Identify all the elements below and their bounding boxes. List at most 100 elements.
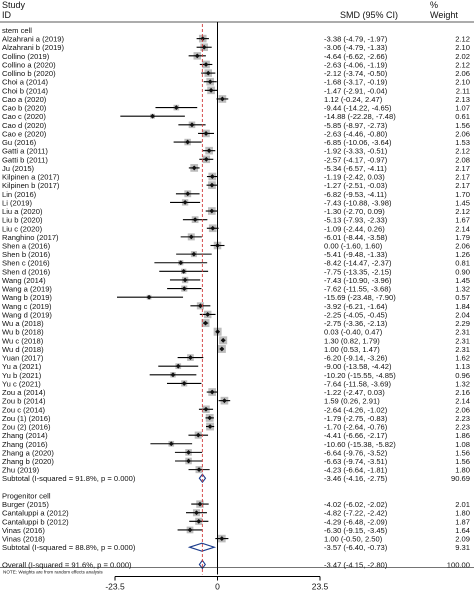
weight-label: 1.32 bbox=[455, 285, 470, 294]
study-label: Zou c (2014) bbox=[2, 405, 46, 414]
effect-estimate-label: -3.47 (-4.15, -2.80) bbox=[324, 560, 388, 569]
weight-label: 1.87 bbox=[455, 517, 470, 526]
weight-label: 2.29 bbox=[455, 319, 470, 328]
header-id: ID bbox=[2, 10, 12, 20]
study-label: Wang (2014) bbox=[2, 276, 46, 285]
study-label: Liu c (2020) bbox=[2, 224, 43, 233]
weight-label: 2.12 bbox=[455, 207, 470, 216]
weight-label: 2.11 bbox=[456, 86, 470, 95]
point-estimate bbox=[182, 277, 188, 283]
effect-estimate-label: -1.19 (-2.42, 0.03) bbox=[324, 173, 385, 182]
weight-label: 2.31 bbox=[455, 336, 470, 345]
effect-estimate-label: -2.57 (-4.17, -0.97) bbox=[324, 155, 388, 164]
weight-label: 2.04 bbox=[455, 310, 470, 319]
study-label: Gu (2016) bbox=[2, 138, 37, 147]
effect-estimate-label: -3.46 (-4.16, -2.75) bbox=[324, 474, 388, 483]
effect-estimate-label: 1.12 (-0.24, 2.47) bbox=[324, 95, 383, 104]
point-estimate bbox=[208, 87, 214, 93]
study-label: Collino b (2020) bbox=[2, 69, 56, 78]
effect-estimate-label: -6.20 (-9.14, -3.26) bbox=[324, 354, 388, 363]
study-label: Ju (2015) bbox=[2, 164, 35, 173]
study-label: Yu b (2021) bbox=[2, 371, 42, 380]
effect-estimate-label: -2.64 (-4.26, -1.02) bbox=[324, 405, 388, 414]
effect-estimate-label: -4.41 (-6.66, -2.17) bbox=[324, 431, 388, 440]
subtotal-diamond bbox=[198, 473, 207, 484]
study-label: Choi b (2014) bbox=[2, 86, 48, 95]
study-label: Cao e (2020) bbox=[2, 129, 47, 138]
weight-label: 1.86 bbox=[455, 431, 470, 440]
point-estimate bbox=[194, 510, 199, 516]
weight-label: 1.45 bbox=[455, 198, 470, 207]
effect-estimate-label: -4.82 (-7.22, -2.42) bbox=[324, 509, 388, 518]
point-estimate bbox=[170, 372, 176, 378]
weight-label: 1.07 bbox=[455, 104, 470, 113]
subtotal-diamond bbox=[187, 542, 217, 552]
point-estimate bbox=[196, 467, 202, 473]
overall-diamond bbox=[198, 559, 206, 570]
point-estimate bbox=[207, 79, 213, 85]
study-label: Liu a (2020) bbox=[2, 207, 43, 216]
weight-label: 2.12 bbox=[455, 147, 470, 156]
effect-estimate-label: -6.30 (-9.15, -3.45) bbox=[324, 526, 388, 535]
weight-label: 9.31 bbox=[455, 543, 470, 552]
study-label: Collino a (2020) bbox=[2, 60, 56, 69]
effect-estimate-label: -4.64 (-6.62, -2.66) bbox=[324, 52, 388, 61]
weight-label: 1.79 bbox=[455, 233, 470, 242]
weight-label: 2.31 bbox=[455, 328, 470, 337]
effect-estimate-label: -2.12 (-3.74, -0.50) bbox=[324, 69, 388, 78]
study-label: Wang c (2019) bbox=[2, 302, 52, 311]
weight-label: 100.00 bbox=[447, 560, 470, 569]
effect-estimate-label: -1.70 (-2.64, -0.76) bbox=[324, 423, 388, 432]
effect-estimate-label: -5.85 (-8.97, -2.73) bbox=[324, 121, 388, 130]
weight-label: 1.32 bbox=[455, 379, 470, 388]
effect-estimate-label: -9.00 (-13.58, -4.42) bbox=[324, 362, 392, 371]
x-axis: NOTE: Weights are from random effects an… bbox=[0, 22, 474, 591]
effect-estimate-label: -8.42 (-14.47, -2.37) bbox=[324, 259, 392, 268]
weight-label: 2.31 bbox=[455, 345, 470, 354]
effect-estimate-label: -9.44 (-14.22, -4.65) bbox=[324, 104, 392, 113]
effect-estimate-label: 1.30 (0.82, 1.79) bbox=[324, 336, 380, 345]
study-label: Ranghino (2017) bbox=[2, 233, 59, 242]
point-estimate bbox=[188, 234, 194, 240]
effect-estimate-label: -7.64 (-11.58, -3.69) bbox=[324, 379, 391, 388]
weight-label: 2.17 bbox=[455, 181, 470, 190]
weight-label: 2.16 bbox=[455, 388, 470, 397]
point-estimate bbox=[203, 62, 209, 67]
weights-note: NOTE: Weights are from random effects an… bbox=[3, 569, 103, 574]
study-label: Zou (2) (2016) bbox=[2, 423, 51, 432]
study-label: Yu c (2021) bbox=[2, 379, 41, 388]
effect-estimate-label: -6.01 (-8.44, -3.58) bbox=[324, 233, 388, 242]
study-label: Shen d (2016) bbox=[2, 267, 51, 276]
weight-label: 2.02 bbox=[455, 52, 470, 61]
study-label: Cantaluppi b (2012) bbox=[2, 517, 69, 526]
effect-estimate-label: -1.68 (-3.17, -0.19) bbox=[324, 78, 388, 87]
weight-label: 1.45 bbox=[455, 276, 470, 285]
weight-label: 90.69 bbox=[451, 474, 470, 483]
effect-estimate-label: -1.79 (-2.75, -0.83) bbox=[324, 414, 388, 423]
study-label: Vinas (2018) bbox=[2, 535, 45, 544]
weight-label: 1.64 bbox=[455, 526, 470, 535]
study-label: Wang b (2019) bbox=[2, 293, 52, 302]
effect-estimate-label: 0.00 (-1.60, 1.60) bbox=[324, 242, 383, 251]
study-label: Zhu (2019) bbox=[2, 466, 40, 475]
study-label: Zhang (2014) bbox=[2, 431, 48, 440]
effect-estimate-label: -7.75 (-13.35, -2.15) bbox=[324, 267, 392, 276]
header-percent: % bbox=[430, 0, 438, 10]
effect-estimate-label: -5.41 (-9.48, -1.33) bbox=[324, 250, 388, 259]
weight-label: 2.10 bbox=[455, 43, 470, 52]
study-label: Cao b (2020) bbox=[2, 104, 47, 113]
study-label: Shen c (2016) bbox=[2, 259, 50, 268]
weight-label: 2.08 bbox=[455, 155, 470, 164]
subgroup-label: Progenitor cell bbox=[2, 491, 51, 500]
study-label: Wu b (2018) bbox=[2, 328, 44, 337]
study-label: Gatti a (2011) bbox=[2, 147, 48, 156]
effect-estimate-label: -10.20 (-15.55, -4.85) bbox=[324, 371, 396, 380]
point-estimate bbox=[181, 268, 187, 274]
header: Study ID SMD (95% CI) % Weight bbox=[2, 0, 458, 20]
weight-label: 1.84 bbox=[455, 302, 470, 311]
point-estimate bbox=[203, 320, 208, 326]
effect-estimate-label: -5.13 (-7.93, -2.33) bbox=[324, 216, 388, 225]
point-estimate bbox=[173, 105, 179, 110]
study-label: Wang d (2019) bbox=[2, 310, 52, 319]
